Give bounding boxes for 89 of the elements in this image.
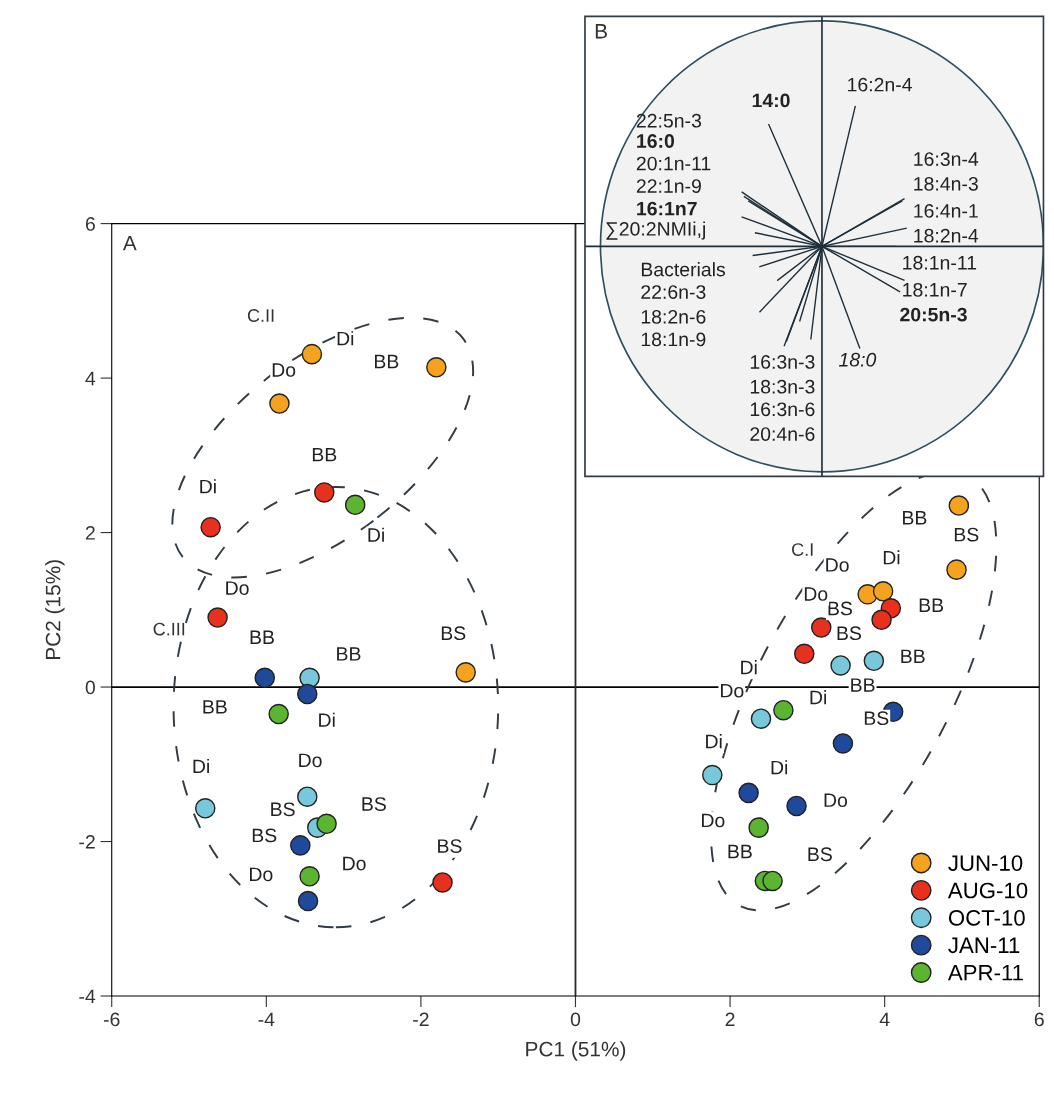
- text: 16:0: [637, 134, 675, 148]
- text: 20:1n-11: [636, 156, 711, 171]
- annotation: BS: [252, 828, 277, 843]
- annotation: Do: [702, 813, 725, 828]
- annotation: 18:0: [838, 352, 877, 367]
- x-tick-label: -4: [258, 1012, 275, 1027]
- y-axis-title: PC2 (15%): [45, 560, 65, 660]
- annotation: 18:1n-7: [903, 282, 967, 297]
- annotation: BS: [954, 527, 979, 542]
- annotation: C.I: [792, 543, 813, 556]
- text: 14:0: [752, 93, 790, 108]
- annotation: Do: [249, 867, 273, 882]
- text: 16:4n-1: [914, 204, 978, 218]
- annotation: 16:3n-6: [750, 402, 815, 417]
- x-tick-label: 6: [1034, 1012, 1044, 1027]
- annotation: BB: [250, 630, 274, 644]
- annotation: 20:5n-3: [900, 307, 967, 322]
- y-tick-label: 6: [85, 217, 95, 231]
- text: 18:4n-3: [914, 176, 978, 191]
- annotation: Di: [706, 734, 722, 749]
- annotation: Di: [193, 758, 209, 774]
- annotation: 18:3n-3: [750, 379, 815, 394]
- legend-label: JAN-11: [948, 937, 1020, 954]
- legend-label: OCT-10: [948, 910, 1025, 926]
- annotation: Di: [810, 690, 826, 705]
- x-tick-label: 0: [570, 1012, 581, 1027]
- annotation: Do: [299, 753, 322, 768]
- annotation: BB: [901, 649, 925, 664]
- annotation: Di: [319, 712, 335, 727]
- annotation: Do: [720, 683, 744, 698]
- legend-label: APR-11: [947, 965, 1023, 981]
- y-tick-label: -2: [79, 835, 95, 849]
- annotation: 22:6n-3: [641, 285, 706, 299]
- annotation: Di: [200, 479, 216, 494]
- text: 16:1n7: [637, 201, 697, 216]
- annotation: 20:4n-6: [750, 427, 815, 441]
- annotation: BB: [903, 511, 927, 525]
- annotation: BS: [864, 711, 889, 726]
- annotation: BS: [441, 626, 466, 641]
- annotation: Do: [226, 581, 249, 595]
- annotation: 18:1n-11: [903, 255, 977, 270]
- annotation: Do: [824, 793, 848, 808]
- x-tick-label: 2: [725, 1012, 735, 1027]
- text: 22:5n-3: [636, 113, 702, 128]
- annotation: Di: [771, 760, 788, 775]
- annotation: BB: [728, 844, 752, 859]
- y-tick-label: 0: [85, 680, 95, 695]
- annotation: C.II: [247, 309, 274, 322]
- annotation: BB: [337, 647, 361, 661]
- annotation: BS: [837, 626, 862, 641]
- annotation: ∑20:2NMIi,j: [606, 221, 705, 240]
- x-axis-title: PC1 (51%): [526, 1041, 626, 1061]
- annotation: Bacterials: [641, 262, 726, 277]
- x-tick-label: 4: [879, 1012, 890, 1027]
- annotation: BS: [271, 802, 295, 817]
- legend-label: AUG-10: [947, 882, 1028, 899]
- annotation: Do: [804, 587, 828, 601]
- annotation: BS: [808, 847, 832, 862]
- annotation: BB: [919, 598, 944, 612]
- annotation: 18:2n-6: [641, 309, 706, 324]
- text: B: [595, 24, 607, 39]
- y-tick-label: 4: [85, 371, 96, 386]
- annotation: BB: [203, 700, 227, 714]
- annotation: BS: [362, 797, 386, 811]
- annotation: 18:2n-4: [914, 228, 979, 243]
- x-tick-label: -6: [103, 1012, 120, 1027]
- annotation: BS: [438, 839, 462, 853]
- annotation: BB: [374, 354, 399, 369]
- annotation: Di: [337, 331, 354, 346]
- annotation: Do: [343, 856, 366, 871]
- annotation: Di: [883, 550, 900, 565]
- annotation: Do: [826, 558, 849, 572]
- chart-title: A: [122, 235, 137, 251]
- annotation: 16:3n-3: [750, 355, 815, 369]
- annotation: Di: [741, 660, 757, 675]
- legend-label: JUN-10: [948, 855, 1023, 871]
- annotation: BS: [828, 601, 852, 616]
- text: 16:2n-4: [848, 77, 912, 92]
- y-tick-label: 2: [85, 526, 95, 540]
- annotation: 18:1n-9: [641, 332, 706, 347]
- text: 16:3n-4: [914, 152, 979, 166]
- text: 22:1n-9: [636, 179, 701, 193]
- annotation: BB: [851, 678, 875, 692]
- y-tick-label: -4: [79, 989, 96, 1004]
- annotation: C.III: [153, 622, 185, 636]
- x-tick-label: -2: [413, 1012, 429, 1027]
- annotation: Di: [368, 527, 384, 542]
- annotation: BB: [312, 447, 337, 462]
- annotation: Do: [272, 363, 296, 377]
